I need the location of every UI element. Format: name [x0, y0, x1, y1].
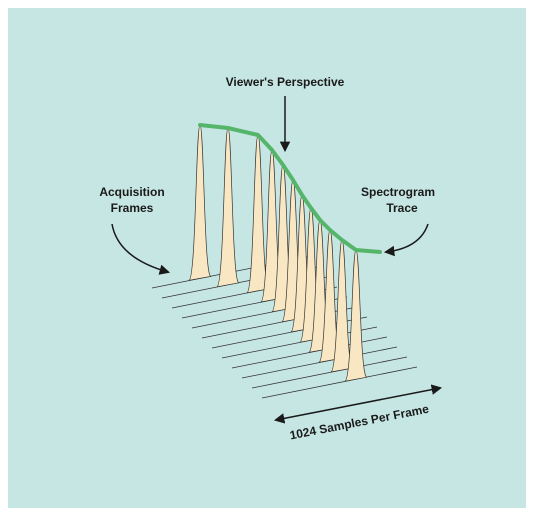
acquisition-label: Acquisition: [99, 185, 164, 199]
spectrogram-label: Trace: [386, 201, 418, 215]
diagram: Viewer's Perspective Acquisition Frames …: [0, 0, 534, 517]
viewer-label: Viewer's Perspective: [226, 75, 345, 89]
acquisition-label: Frames: [111, 201, 154, 215]
spectrogram-label: Spectrogram: [361, 185, 435, 199]
